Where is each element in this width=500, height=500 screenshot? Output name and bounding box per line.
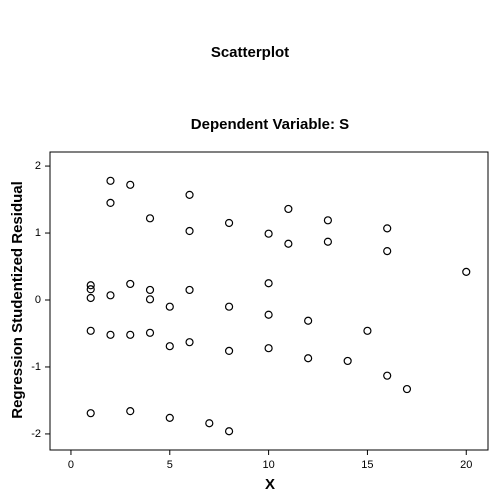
point: [145, 295, 155, 304]
point: [383, 371, 392, 380]
point: [224, 218, 234, 228]
x-tick-label: 15: [361, 459, 373, 471]
point: [304, 354, 313, 363]
point: [284, 204, 293, 214]
point: [323, 237, 333, 246]
chart-subtitle: Dependent Variable: S: [191, 116, 349, 133]
point: [106, 198, 115, 207]
point: [106, 176, 115, 185]
point: [126, 407, 135, 416]
point: [383, 224, 392, 233]
point: [86, 285, 95, 294]
point: [145, 214, 155, 223]
point: [185, 190, 194, 199]
y-tick-label: -1: [31, 361, 41, 373]
point: [185, 285, 194, 295]
point: [224, 427, 234, 436]
y-tick-label: 1: [35, 227, 41, 239]
point: [165, 342, 174, 351]
point: [304, 316, 313, 325]
point: [86, 281, 95, 290]
point: [185, 338, 194, 347]
point: [264, 229, 273, 238]
point: [126, 180, 135, 189]
point: [402, 384, 412, 394]
point: [343, 356, 352, 366]
point: [126, 330, 135, 339]
point: [106, 291, 115, 300]
x-axis-label: X: [265, 476, 275, 493]
point: [106, 330, 115, 339]
x-tick-label: 0: [68, 459, 74, 471]
point: [145, 328, 155, 337]
point: [383, 247, 392, 256]
x-tick-label: 20: [460, 459, 472, 471]
point: [224, 346, 234, 355]
point: [284, 239, 293, 248]
point: [264, 279, 273, 288]
point: [185, 226, 194, 236]
point: [224, 302, 234, 311]
x-tick-label: 10: [262, 459, 274, 471]
point: [165, 413, 174, 422]
point: [86, 293, 95, 303]
y-tick-label: 2: [35, 160, 41, 172]
x-tick-label: 5: [167, 459, 173, 471]
point: [323, 216, 333, 225]
point: [165, 302, 174, 311]
point: [363, 326, 372, 335]
point: [126, 279, 135, 289]
y-tick-label: -2: [31, 428, 41, 440]
point: [86, 409, 95, 418]
y-tick-label: 0: [35, 294, 41, 306]
point: [205, 419, 214, 428]
point: [86, 326, 95, 335]
point: [145, 285, 155, 295]
y-axis-label: Regression Studentized Residual: [9, 181, 26, 419]
chart-title: Scatterplot: [211, 44, 289, 61]
point: [264, 310, 273, 319]
point: [462, 267, 471, 276]
point: [264, 344, 273, 353]
